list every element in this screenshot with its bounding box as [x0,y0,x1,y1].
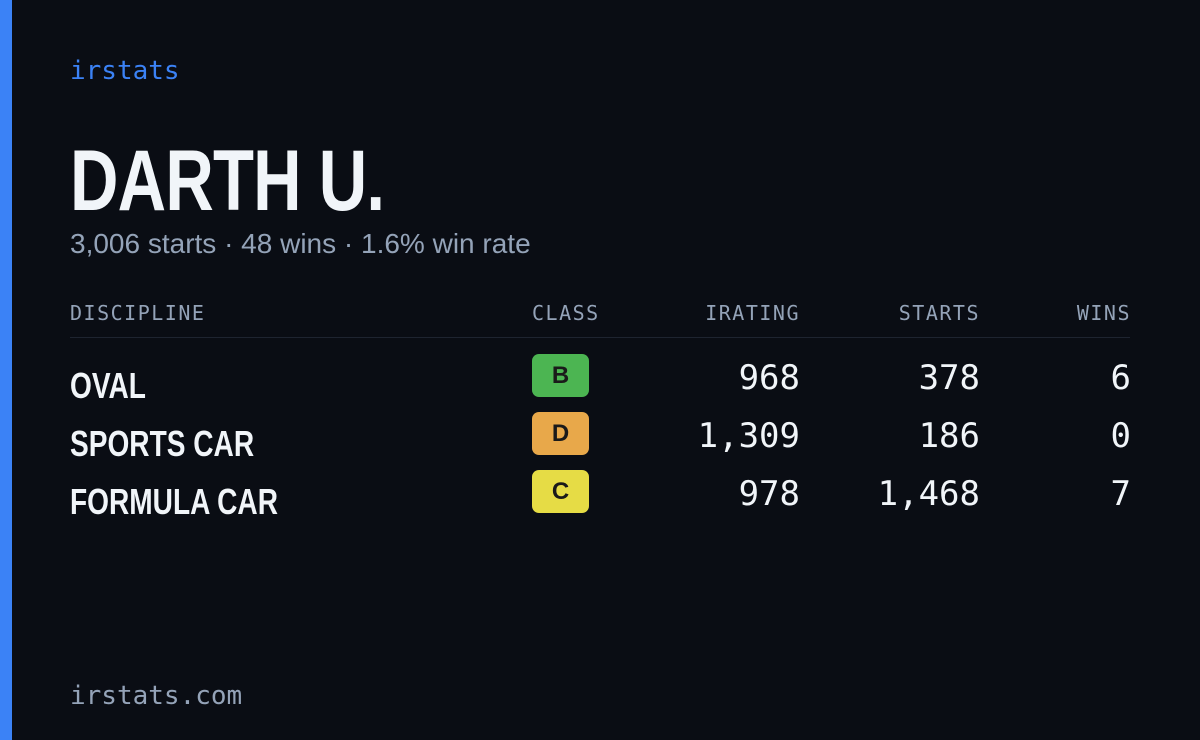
stat-value: 186 [918,416,980,456]
discipline: FORMULA CAR [70,481,278,522]
profile-name: DARTH U. [70,133,385,229]
stat-value: 968 [738,358,800,398]
stat-value: 6 [1110,358,1131,398]
profile-summary: 3,006 starts · 48 wins · 1.6% win rate [70,228,531,259]
stat-value: 7 [1110,474,1131,514]
stat-value: 978 [738,474,800,514]
column-header: DISCIPLINE [70,301,206,325]
column-header: CLASS [532,301,600,325]
accent-bar [0,0,12,740]
class-badge: B [532,354,589,397]
column-header: STARTS [898,301,980,325]
footer: irstats.com [70,681,243,711]
class-badge: D [532,412,589,455]
discipline: OVAL [70,365,146,406]
class-badge: C [532,470,589,513]
stat-value: 1,309 [697,416,800,456]
brand: irstats [70,56,180,86]
discipline: SPORTS CAR [70,423,255,464]
stat-value: 378 [918,358,980,398]
column-header: IRATING [705,301,800,325]
header-rule [70,337,1130,338]
stat-value: 1,468 [877,474,980,514]
stat-value: 0 [1110,416,1131,456]
column-header: WINS [1076,301,1131,325]
